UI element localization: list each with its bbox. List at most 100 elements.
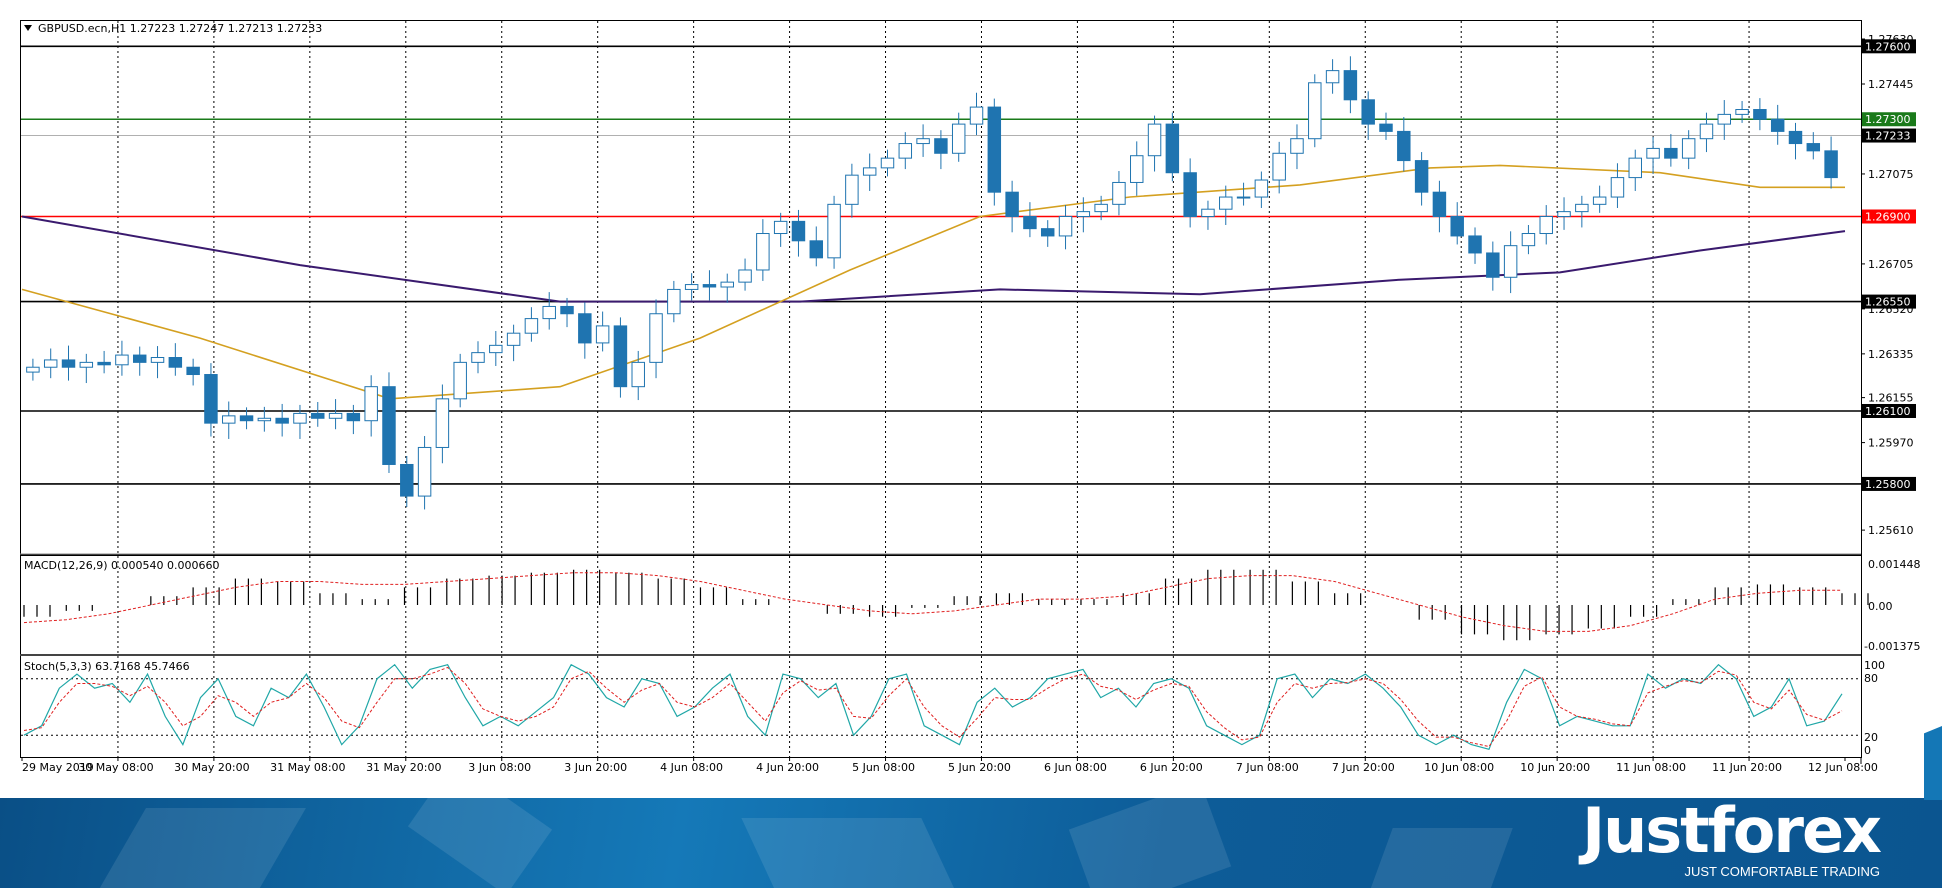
candle-bear xyxy=(1397,130,1411,162)
brand-tagline: JUST COMFORTABLE TRADING xyxy=(1684,864,1880,879)
macd-histogram xyxy=(23,569,1869,641)
time-axis-label: 11 Jun 08:00 xyxy=(1616,761,1686,774)
candlesticks xyxy=(26,56,1838,510)
candle-bear xyxy=(204,374,218,424)
time-axis-label: 5 Jun 08:00 xyxy=(852,761,915,774)
level-tag-label: 1.27300 xyxy=(1865,113,1911,126)
candle-bear xyxy=(1361,99,1375,125)
candle-bull xyxy=(738,269,752,283)
candle-bull xyxy=(1058,215,1073,237)
ma-slow-line xyxy=(21,215,1846,303)
macd-tick-bottom: -0.001375 xyxy=(1864,640,1920,653)
candle-bear xyxy=(1040,228,1055,237)
price-tick-label: 1.26335 xyxy=(1868,348,1914,361)
level-tag xyxy=(1862,39,1916,54)
candle-bear xyxy=(400,463,414,497)
candle-bear xyxy=(809,240,824,259)
candle-bull xyxy=(1610,177,1625,198)
candle-bear xyxy=(1468,235,1482,254)
candle-bull xyxy=(26,366,40,373)
candle-bull xyxy=(916,138,930,145)
banner-decoration xyxy=(407,798,553,888)
candle-bear xyxy=(1023,215,1037,230)
time-axis-label: 31 May 08:00 xyxy=(270,761,345,774)
candle-bull xyxy=(720,281,734,288)
candle-bull xyxy=(489,344,503,354)
stochastic-lines xyxy=(21,663,1861,751)
candle-bull xyxy=(1094,203,1108,213)
candle-bull xyxy=(1236,196,1251,199)
time-axis-label: 7 Jun 08:00 xyxy=(1236,761,1299,774)
stoch-header: Stoch(5,3,3) 63.7168 45.7466 xyxy=(24,660,190,673)
level-tag xyxy=(1862,476,1916,491)
banner-decoration xyxy=(741,818,959,888)
candle-bear xyxy=(186,366,200,376)
candle-bear xyxy=(1165,123,1180,174)
banner-decoration xyxy=(1367,828,1513,888)
candle-bull xyxy=(524,318,539,334)
time-axis-label: 10 Jun 08:00 xyxy=(1424,761,1494,774)
candle-bull xyxy=(1699,123,1714,140)
price-tick-label: 1.26705 xyxy=(1868,258,1914,271)
candle-bear xyxy=(1664,147,1678,159)
horizontal-levels xyxy=(21,45,1861,485)
time-axis-label: 11 Jun 20:00 xyxy=(1712,761,1782,774)
candle-bull xyxy=(1325,70,1340,84)
candle-bull xyxy=(79,361,94,368)
price-tick-label: 1.27075 xyxy=(1868,168,1914,181)
candle-bear xyxy=(1824,150,1838,179)
level-tag xyxy=(1862,209,1916,224)
candle-bull xyxy=(453,361,467,400)
stoch-signal-line xyxy=(23,666,1843,748)
candle-bull xyxy=(506,332,521,346)
candle-bull xyxy=(649,313,663,363)
candle-bear xyxy=(346,412,361,422)
candle-bull xyxy=(827,203,841,259)
level-tag-label: 1.26100 xyxy=(1865,405,1911,418)
symbol-header: GBPUSD.ecn,H1 1.27223 1.27247 1.27213 1.… xyxy=(38,22,322,35)
level-tag-label: 1.26550 xyxy=(1865,296,1911,309)
level-tag xyxy=(1862,112,1916,127)
candle-bear xyxy=(1486,252,1500,278)
price-level-tags: 1.27600 1.27300 1.26900 1.26550 1.26100 1.258… xyxy=(1862,39,1916,491)
candle-bear xyxy=(702,284,717,288)
candle-bull xyxy=(1575,203,1589,213)
candle-bull xyxy=(951,123,966,154)
stoch-tick-20: 20 xyxy=(1864,731,1878,744)
time-axis-label: 30 May 08:00 xyxy=(78,761,153,774)
time-axis-label: 12 Jun 08:00 xyxy=(1808,761,1878,774)
candle-bear xyxy=(1379,123,1393,132)
stoch-tick-80: 80 xyxy=(1864,672,1878,685)
price-tick-label: 1.25610 xyxy=(1868,524,1914,537)
collapse-triangle-icon[interactable] xyxy=(24,25,32,31)
stoch-main-line xyxy=(23,663,1843,751)
time-axis-label: 10 Jun 20:00 xyxy=(1520,761,1590,774)
candle-bull xyxy=(898,143,913,159)
time-axis-label: 7 Jun 20:00 xyxy=(1332,761,1395,774)
ma-fast-line xyxy=(21,164,1845,400)
candle-bear xyxy=(132,354,147,363)
candle-bull xyxy=(43,359,58,368)
candle-bear xyxy=(168,357,183,368)
candle-bull xyxy=(471,352,485,363)
time-axis-label: 30 May 20:00 xyxy=(174,761,249,774)
price-axis-ticks: 1.276301.274451.270751.267051.265201.263… xyxy=(1861,33,1914,537)
time-axis-label: 6 Jun 20:00 xyxy=(1140,761,1203,774)
candle-bear xyxy=(934,138,948,154)
candle-bull xyxy=(1681,138,1696,159)
banner-decoration xyxy=(94,808,306,888)
candle-bear xyxy=(1788,130,1803,145)
stoch-tick-100: 100 xyxy=(1864,659,1885,672)
candle-bull xyxy=(1539,215,1553,235)
candle-bear xyxy=(1753,109,1767,120)
justforex-logo: Justforex xyxy=(1582,794,1882,867)
candle-bull xyxy=(1130,155,1144,183)
candle-bear xyxy=(97,361,111,366)
candle-bear xyxy=(382,386,396,465)
candle-bear xyxy=(1806,143,1821,152)
candle-bear xyxy=(791,220,806,242)
candle-bull xyxy=(1290,138,1304,154)
candle-bull xyxy=(417,446,432,497)
candle-bull xyxy=(845,174,859,205)
